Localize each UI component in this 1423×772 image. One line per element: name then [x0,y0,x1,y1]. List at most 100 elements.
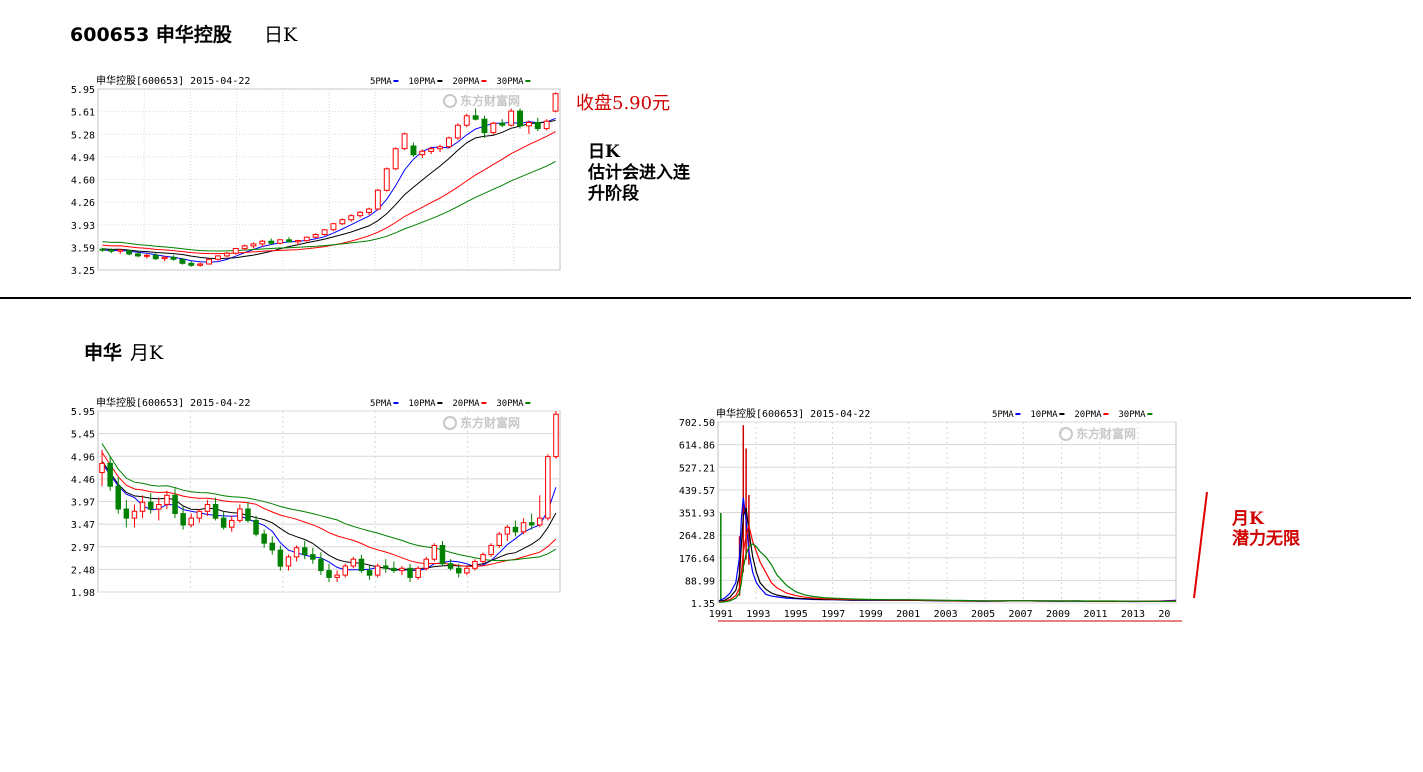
long-monthly-chart: 申华控股[600653] 2015-04-22 5PMA 10PMA 20PMA 30P… [674,404,1190,626]
legend-label: 30PMA [1118,410,1146,420]
candle-body [259,240,266,245]
candle-body [188,262,195,266]
y-tick-label: 5.45 [71,430,95,441]
x-tick-label: 2011 [1083,609,1107,620]
candle-body [204,504,211,512]
legend-label: 10PMA [1030,410,1058,420]
ma-line-20 [101,452,557,568]
candle-body [383,565,389,569]
monthly-k-chart: 申华控股[600653] 2015-04-22 5PMA 10PMA 20PMA 30P… [64,396,564,600]
legend-label: 10PMA [408,399,436,409]
legend-label: 30PMA [496,399,524,409]
y-tick-label: 1.35 [691,599,715,610]
candle-body [303,236,310,242]
candle-body [472,115,479,120]
candle-body [472,561,478,569]
x-tick-label: 2013 [1121,609,1145,620]
candle-body [342,565,348,576]
candle-body [520,522,527,533]
candle-body [517,110,524,127]
y-tick-label: 3.25 [71,266,95,276]
legend-label: 20PMA [1074,410,1102,420]
candle-body [537,517,543,526]
long-monthly-chart-svg: 申华控股[600653] 2015-04-22 5PMA 10PMA 20PMA 30P… [679,407,1182,622]
legend-swatch [525,402,531,404]
y-tick-label: 3.97 [71,498,95,509]
y-tick-label: 439.57 [679,486,715,497]
candle-body [148,501,154,510]
candle-body [321,229,328,236]
candle-body [237,508,243,521]
legend-swatch [393,402,399,404]
candle-body [534,122,541,129]
daily-comment-line: 估计会进入连 [588,163,690,183]
candle-body [179,258,186,264]
chart-header: 申华控股[600653] 2015-04-22 [716,407,870,420]
candle-body [446,137,452,148]
y-tick-label: 5.95 [71,85,95,96]
x-tick-label: 1993 [746,609,770,620]
candle-body [439,545,446,565]
watermark-logo-icon [443,94,457,108]
candle-body [285,556,292,567]
candle-body [447,563,454,569]
legend-swatch [393,80,399,82]
candle-body [350,558,357,567]
y-tick-label: 527.21 [679,463,715,474]
candle-body [143,254,150,257]
candle-body [508,110,515,126]
x-tick-label: 1991 [709,609,733,620]
y-tick-label: 614.86 [679,441,715,452]
ma-line-10 [102,119,556,260]
candle-body [232,248,239,254]
legend-swatch [437,80,443,82]
monthly-section-title: 申华 月K [84,338,163,365]
candle-body [399,567,405,572]
candle-body [456,567,462,574]
y-tick-label: 4.94 [71,153,95,164]
watermark: 东方财富网 [460,93,520,108]
candle-body [318,558,324,572]
candle-body [374,189,381,210]
candle-body [268,240,275,244]
candle-body [437,146,444,150]
candle-body [286,239,293,243]
candle-body [428,148,435,152]
candle-body [463,115,470,126]
candle-body [366,208,372,213]
candle-body [545,456,551,519]
ma-series-30PMA [718,543,1176,603]
daily-comment: 日K 估计会进入连 升阶段 [588,142,690,205]
candle-body [245,508,251,521]
legend-swatch [481,80,487,82]
candle-body [415,567,421,578]
y-tick-label: 4.60 [71,176,95,187]
candle-body [504,526,511,535]
candle-body [131,510,138,519]
candle-body [302,547,308,556]
candle-body [152,254,159,260]
y-tick-label: 5.95 [71,407,95,418]
ma-line-20 [102,131,556,255]
chart-header: 申华控股[600653] 2015-04-22 [96,396,250,409]
candle-body [383,168,390,191]
trend-stroke-line [1193,491,1208,599]
candle-body [135,253,141,257]
y-tick-label: 5.28 [71,130,95,141]
y-tick-label: 1.98 [71,588,95,599]
candle-body [528,522,535,526]
candle-body [123,508,130,519]
candle-body [161,256,168,260]
candle-body [99,462,105,474]
legend-swatch [1103,413,1109,415]
legend-swatch [525,80,531,82]
candle-body [499,122,506,126]
x-tick-label: 2001 [896,609,920,620]
legend-label: 20PMA [452,399,480,409]
y-tick-label: 4.96 [71,452,95,463]
candle-body [139,501,146,512]
candle-body [334,574,340,578]
legend-swatch [437,402,443,404]
y-tick-label: 5.61 [71,108,95,119]
candle-body [339,219,346,225]
